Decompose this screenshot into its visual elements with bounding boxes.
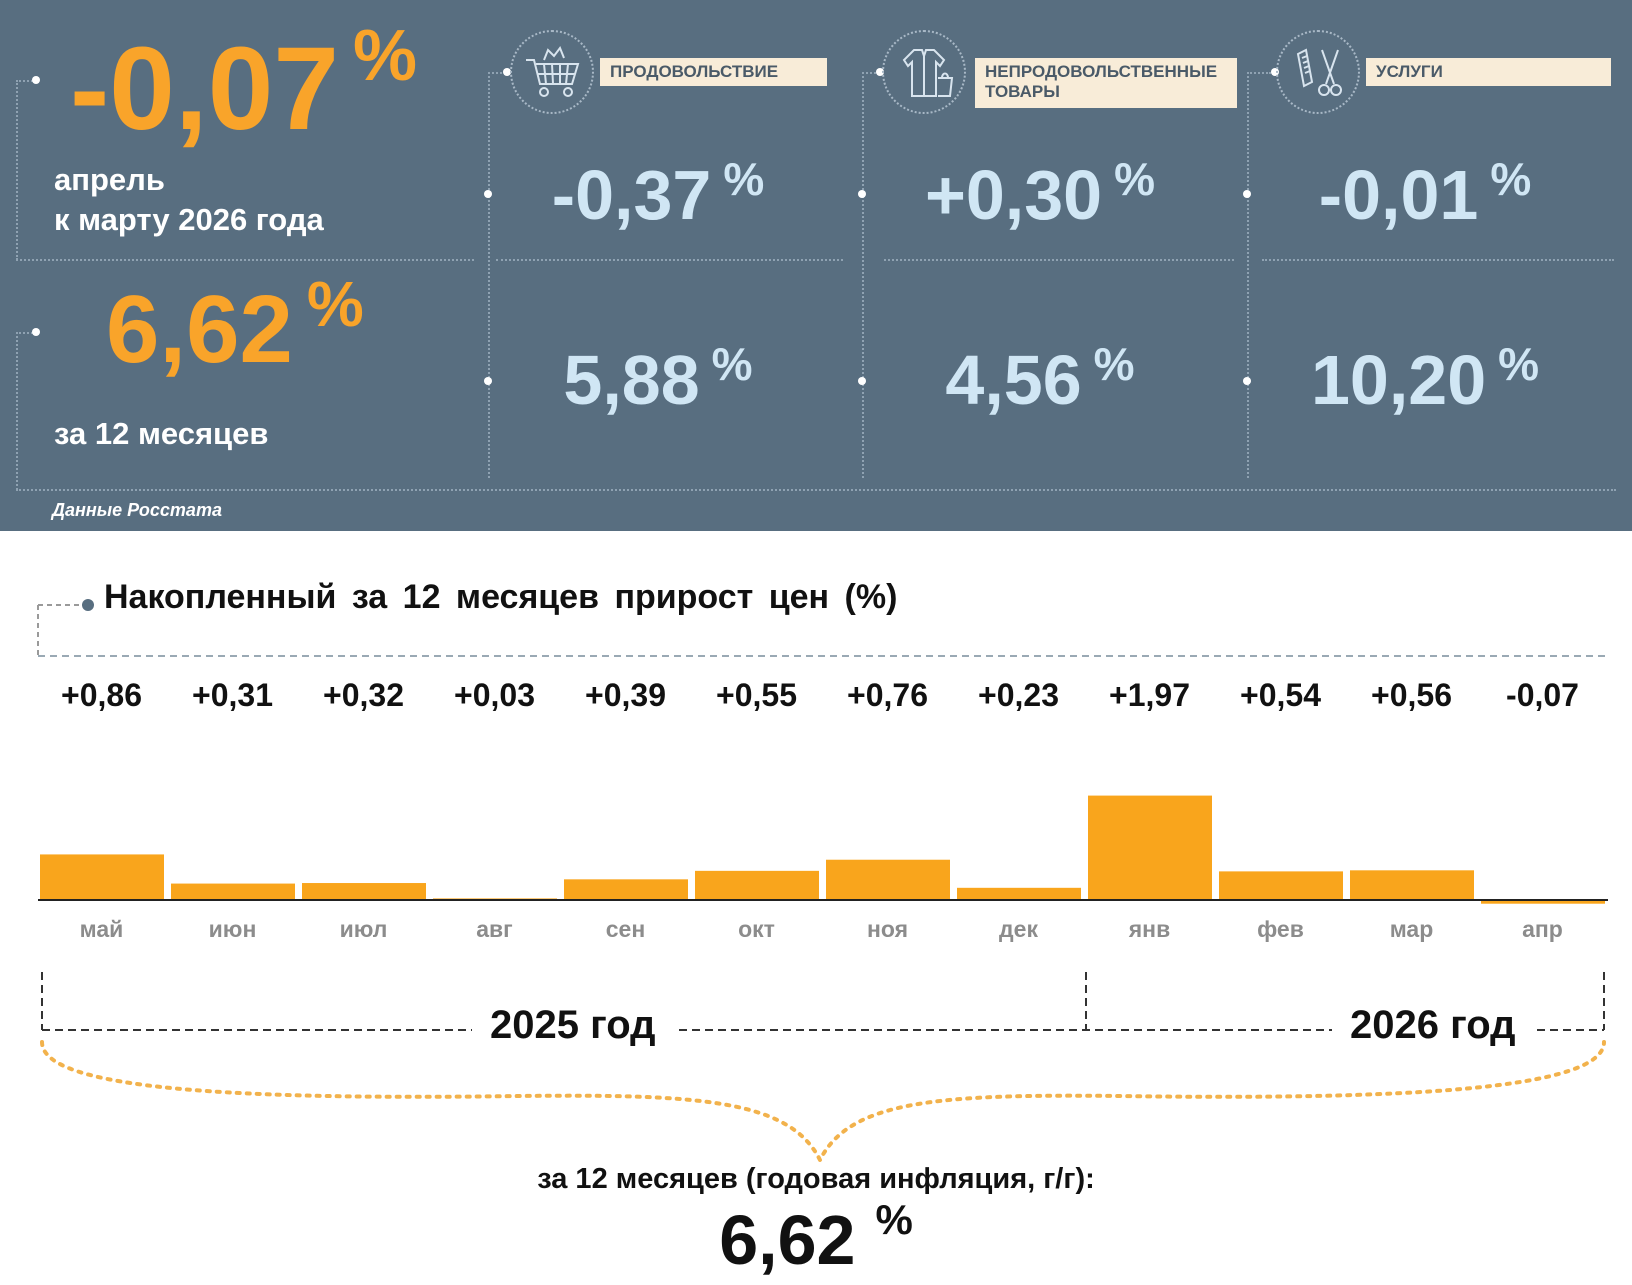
month-label-окт: окт: [738, 916, 775, 942]
bar-ноя: [826, 859, 950, 900]
annual-change-caption: за 12 месяцев: [54, 416, 269, 451]
month-label-июл: июл: [339, 916, 388, 942]
value-label-янв: +1,97: [1109, 677, 1190, 713]
value-label-апр: -0,07: [1506, 677, 1579, 713]
bar-мар: [1350, 870, 1474, 900]
value-label-авг: +0,03: [454, 677, 535, 713]
value-label-фев: +0,54: [1240, 677, 1321, 713]
bar-фев: [1219, 871, 1343, 900]
value-label-дек: +0,23: [978, 677, 1059, 713]
value-label-сен: +0,39: [585, 677, 666, 713]
food-month-value: -0,37%: [551, 153, 765, 234]
bar-июл: [302, 883, 426, 900]
nonfood-month-value: +0,30%: [924, 153, 1156, 234]
bar-июн: [171, 883, 295, 900]
month-label-ноя: ноя: [866, 916, 909, 942]
annual-inflation-caption: за 12 месяцев (годовая инфляция, г/г):: [537, 1163, 1095, 1195]
year-label-2025: 2025 год: [472, 1003, 674, 1048]
chart-title-connector: [37, 599, 1606, 657]
summary-panel: -0,07% апрель к марту 2026 года 6,62% за…: [0, 0, 1632, 531]
bar-chart: [38, 795, 1608, 904]
value-label-окт: +0,55: [716, 677, 797, 713]
category-label-food: ПРОДОВОЛЬСТВИЕ: [600, 58, 827, 86]
category-label-services: УСЛУГИ: [1366, 58, 1611, 86]
food-annual-value: 5,88%: [563, 338, 753, 419]
month-label-фев: фев: [1257, 916, 1304, 942]
monthly-change-value: -0,07%: [70, 16, 417, 155]
services-month-value: -0,01%: [1318, 153, 1532, 234]
annual-change-value: 6,62%: [106, 268, 364, 383]
bar-янв: [1088, 795, 1212, 900]
month-label-янв: янв: [1128, 916, 1171, 942]
month-label-авг: авг: [476, 916, 513, 942]
month-label-июн: июн: [208, 916, 257, 942]
year-label-2026: 2026 год: [1332, 1003, 1534, 1048]
shopping-cart-icon: [510, 30, 594, 114]
month-label-сен: сен: [605, 916, 646, 942]
bar-май: [40, 854, 164, 900]
annual-inflation-value: 6,62%: [719, 1196, 913, 1279]
chart-title: Накопленный за 12 месяцев прирост цен (%…: [104, 578, 898, 616]
bar-сен: [564, 879, 688, 900]
scissors-comb-icon: [1276, 30, 1360, 114]
bar-апр: [1481, 900, 1605, 904]
year-bracket: [40, 972, 1606, 1165]
value-label-май: +0,86: [61, 677, 142, 713]
value-label-июн: +0,31: [192, 677, 273, 713]
month-label-мар: мар: [1389, 916, 1434, 942]
monthly-change-caption: апрель к марту 2026 года: [54, 162, 324, 238]
services-annual-value: 10,20%: [1310, 338, 1540, 419]
bar-дек: [957, 887, 1081, 900]
month-label-дек: дек: [999, 916, 1038, 942]
nonfood-annual-value: 4,56%: [945, 338, 1135, 419]
bar-окт: [695, 870, 819, 900]
clothing-icon: [882, 30, 966, 114]
source-note: Данные Росстата: [52, 500, 222, 520]
category-label-nonfood: НЕПРОДОВОЛЬСТВЕННЫЕ ТОВАРЫ: [975, 58, 1237, 108]
month-label-май: май: [79, 916, 124, 942]
month-label-апр: апр: [1522, 916, 1563, 942]
value-label-июл: +0,32: [323, 677, 404, 713]
value-label-мар: +0,56: [1371, 677, 1452, 713]
value-label-ноя: +0,76: [847, 677, 928, 713]
